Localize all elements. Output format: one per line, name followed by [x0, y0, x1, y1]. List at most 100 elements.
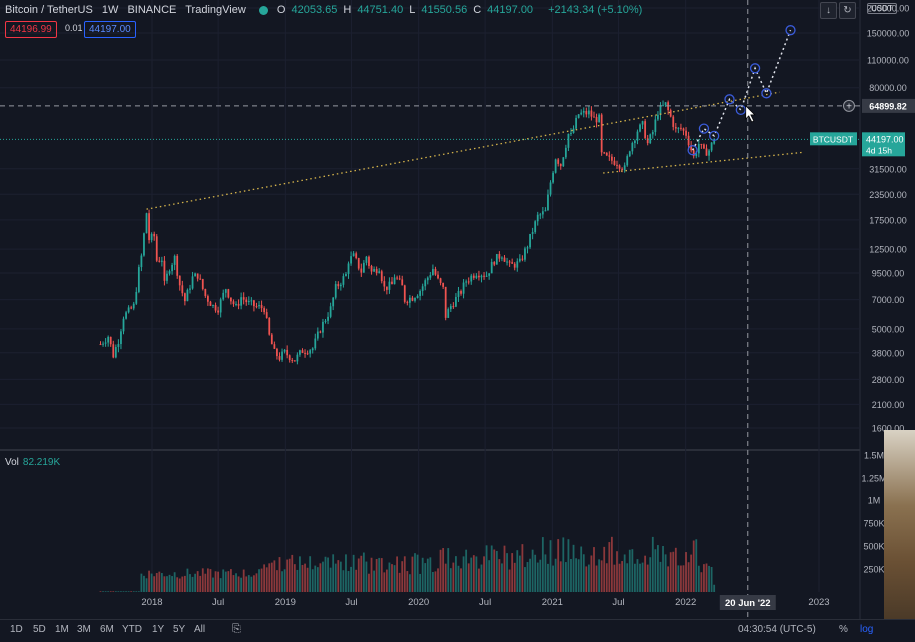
projection-point [785, 25, 796, 36]
candle-body [293, 360, 296, 362]
range-5y[interactable]: 5Y [173, 624, 186, 635]
volume-bar [357, 558, 360, 592]
time-tick-label: 2022 [675, 597, 696, 608]
price-change: +2143.34 (+5.10%) [548, 4, 643, 16]
candle-body [224, 289, 227, 293]
candle-body [559, 163, 562, 167]
candle-body [296, 354, 299, 362]
range-3m[interactable]: 3M [77, 624, 91, 635]
clock-timezone[interactable]: 04:30:54 (UTC-5) [738, 624, 816, 635]
volume-tick-label: 1.5M [864, 451, 884, 461]
candle-body [288, 355, 291, 361]
range-all[interactable]: All [194, 624, 206, 635]
candle-body [426, 277, 429, 281]
price-tick-label: 23500.00 [869, 190, 907, 200]
volume-bar [437, 568, 439, 592]
candle-body [194, 273, 196, 277]
replay-icon[interactable]: ↻ [839, 2, 856, 19]
candle-body [526, 247, 529, 249]
symbol-name[interactable]: Bitcoin / TetherUS [5, 4, 93, 16]
range-ytd[interactable]: YTD [122, 624, 142, 635]
range-5d[interactable]: 5D [33, 624, 46, 635]
candle-body [695, 153, 698, 157]
candle-body [677, 127, 680, 129]
volume-bar [160, 573, 163, 592]
candle-body [130, 307, 133, 309]
volume-bar [125, 591, 127, 592]
candle-body [478, 275, 480, 278]
volume-bar [508, 569, 511, 592]
volume-bar [511, 553, 514, 592]
volume-bar [503, 545, 506, 592]
percent-toggle[interactable]: % [839, 624, 848, 635]
candle-body [521, 258, 524, 260]
candle-body [708, 150, 710, 156]
download-icon[interactable]: ↓ [820, 2, 837, 19]
calendar-icon[interactable]: ⎘ [232, 623, 241, 635]
log-toggle[interactable]: log [860, 624, 874, 635]
volume-bar [434, 571, 437, 592]
volume-tick-label: 1M [868, 496, 881, 506]
candle-body [114, 347, 117, 358]
volume-bar [319, 563, 322, 592]
candle-body [651, 132, 654, 135]
volume-bar [217, 571, 220, 592]
volume-bar [296, 569, 299, 592]
volume-bar [544, 554, 547, 592]
candle-body [183, 293, 186, 302]
volume-bar [646, 564, 649, 592]
candle-body [122, 318, 125, 332]
candle-body [534, 221, 537, 233]
range-1y[interactable]: 1Y [152, 624, 165, 635]
candle-body [664, 102, 667, 106]
candle-body [501, 257, 503, 259]
projection-point [698, 123, 710, 134]
volume-bar [322, 561, 324, 592]
range-6m[interactable]: 6M [100, 624, 114, 635]
candle-body [470, 275, 473, 282]
interval[interactable]: 1W [101, 4, 119, 16]
range-1d[interactable]: 1D [10, 624, 23, 635]
volume-bar [406, 571, 409, 592]
candle-body [498, 254, 501, 259]
range-1m[interactable]: 1M [55, 624, 69, 635]
volume-bar [393, 565, 396, 592]
price-tick-label: 9500.00 [872, 269, 905, 279]
volume-bar [526, 562, 529, 592]
candle-body [102, 343, 104, 345]
cursor-icon [745, 105, 756, 123]
volume-bar [311, 569, 314, 592]
volume-bar [355, 569, 358, 592]
volume-bar [352, 554, 355, 592]
candle-body [209, 301, 212, 306]
volume-bar [605, 563, 608, 592]
currency-label[interactable]: USDT [867, 3, 897, 14]
candle-body [109, 336, 112, 345]
ohlc-value-c: 44197.00 [487, 4, 534, 16]
volume-bar [501, 563, 503, 592]
volume-bar [634, 563, 636, 592]
volume-bar [247, 575, 250, 592]
volume-bar [347, 571, 350, 592]
time-tick-label: 2021 [542, 597, 563, 608]
candle-body [304, 352, 306, 354]
candle-body [322, 321, 324, 333]
buy-price-button[interactable]: 44197.00 [84, 21, 136, 38]
candle-body [286, 349, 289, 356]
volume-bar [710, 566, 713, 592]
price-tick-label: 150000.00 [867, 29, 910, 39]
volume-bar [657, 545, 659, 592]
volume-bar [567, 539, 570, 592]
candle-body [253, 300, 255, 307]
candle-body [539, 214, 542, 216]
volume-bar [570, 559, 572, 592]
volume-tick-label: 500K [863, 542, 884, 552]
volume-bar [687, 562, 690, 592]
sell-price-button[interactable]: 44196.99 [5, 21, 57, 38]
symbol-tag: BTCUSDT [813, 134, 853, 144]
volume-bar [493, 549, 496, 592]
candle-body [414, 297, 416, 301]
volume-bar [171, 576, 173, 592]
volume-bar [186, 568, 189, 592]
